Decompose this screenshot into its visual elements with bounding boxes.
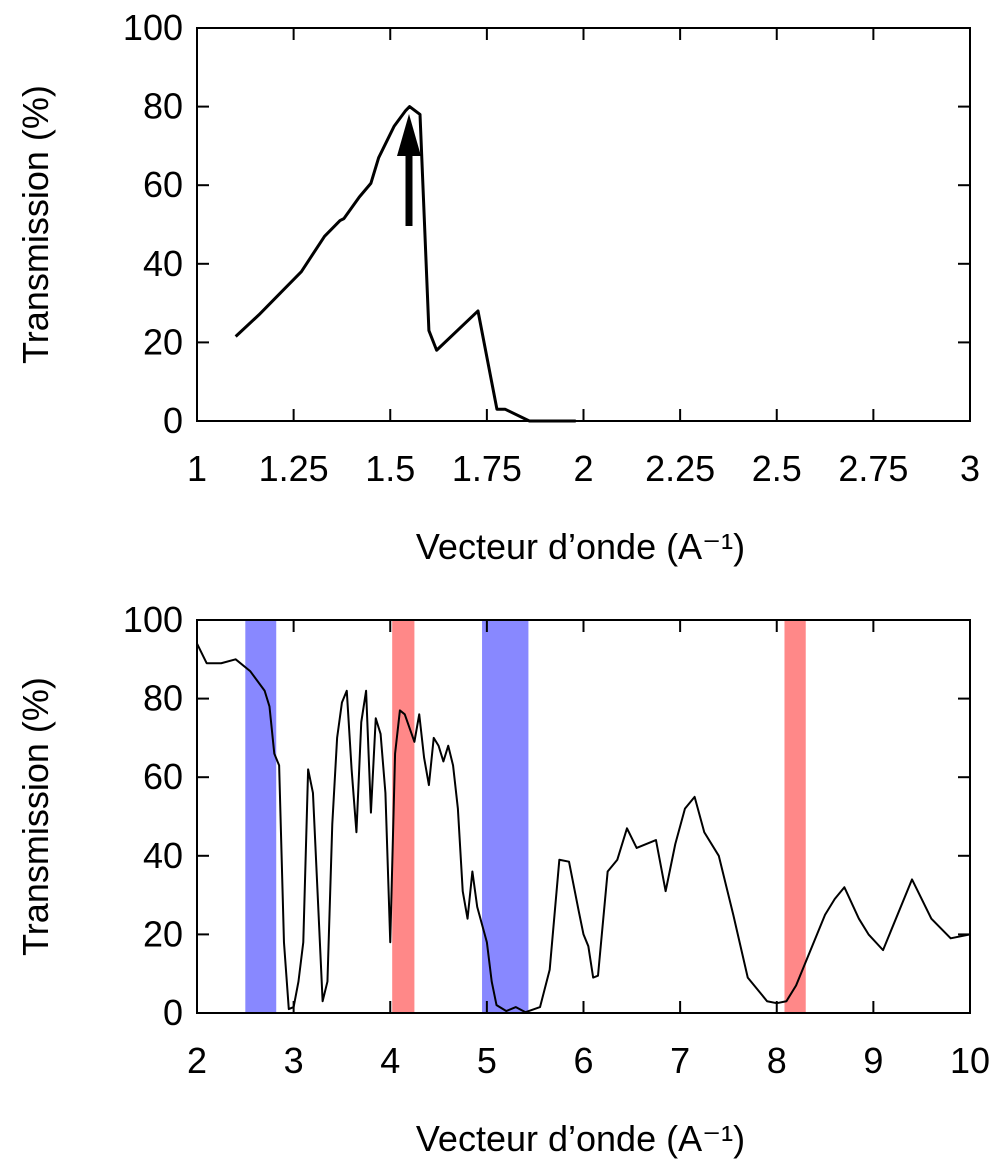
x-tick-label: 5 (477, 1040, 497, 1081)
x-tick-label: 10 (950, 1040, 990, 1081)
y-tick-label: 20 (143, 321, 183, 362)
x-tick-label: 1.25 (259, 448, 329, 489)
x-tick-label: 2 (187, 1040, 207, 1081)
x-tick-label: 8 (767, 1040, 787, 1081)
chart: 0 20 40 60 80 100 2 3 4 5 6 7 8 9 10 Vecteur d’onde (A⁻… (15, 599, 990, 1159)
x-tick-label: 2 (573, 448, 593, 489)
y-tick-label: 0 (163, 400, 183, 441)
x-tick-label: 1.5 (365, 448, 415, 489)
y-tick-label: 100 (123, 599, 183, 640)
x-tick-label: 9 (863, 1040, 883, 1081)
x-tick-label: 4 (380, 1040, 400, 1081)
highlight-band (245, 620, 277, 1013)
highlight-band (392, 620, 415, 1013)
y-tick-label: 20 (143, 913, 183, 954)
y-axis-label: Transmission (%) (15, 85, 56, 364)
y-tick-label: 60 (143, 164, 183, 205)
y-tick-label: 80 (143, 86, 183, 127)
x-axis-label: Vecteur d’onde (A⁻¹) (416, 1118, 745, 1159)
x-tick-label: 6 (573, 1040, 593, 1081)
plot-frame (196, 27, 971, 422)
x-tick-label: 3 (960, 448, 980, 489)
y-tick-label: 40 (143, 835, 183, 876)
x-axis-label: Vecteur d’onde (A⁻¹) (416, 526, 745, 567)
highlight-band (482, 620, 529, 1013)
y-tick-label: 40 (143, 243, 183, 284)
y-axis-label: Transmission (%) (15, 677, 56, 956)
x-tick-label: 2.75 (838, 448, 908, 489)
y-tick-label: 0 (163, 992, 183, 1033)
y-tick-label: 80 (143, 678, 183, 719)
annotation-arrow (397, 114, 421, 226)
y-tick-label: 60 (143, 756, 183, 797)
x-tick-label: 1 (187, 448, 207, 489)
plot-frame (196, 619, 971, 1014)
x-tick-label: 7 (670, 1040, 690, 1081)
x-tick-label: 3 (284, 1040, 304, 1081)
highlight-band (784, 620, 806, 1013)
x-tick-label: 1.75 (452, 448, 522, 489)
arrow-head (397, 114, 421, 156)
y-tick-label: 100 (123, 7, 183, 48)
data-line (234, 105, 576, 423)
chart: 0 20 40 60 80 100 1 1.25 1.5 1.75 2 2.25 2.5 2.75 3 Vec… (15, 7, 980, 567)
data-line (196, 643, 971, 1014)
x-tick-label: 2.25 (645, 448, 715, 489)
x-tick-label: 2.5 (752, 448, 802, 489)
